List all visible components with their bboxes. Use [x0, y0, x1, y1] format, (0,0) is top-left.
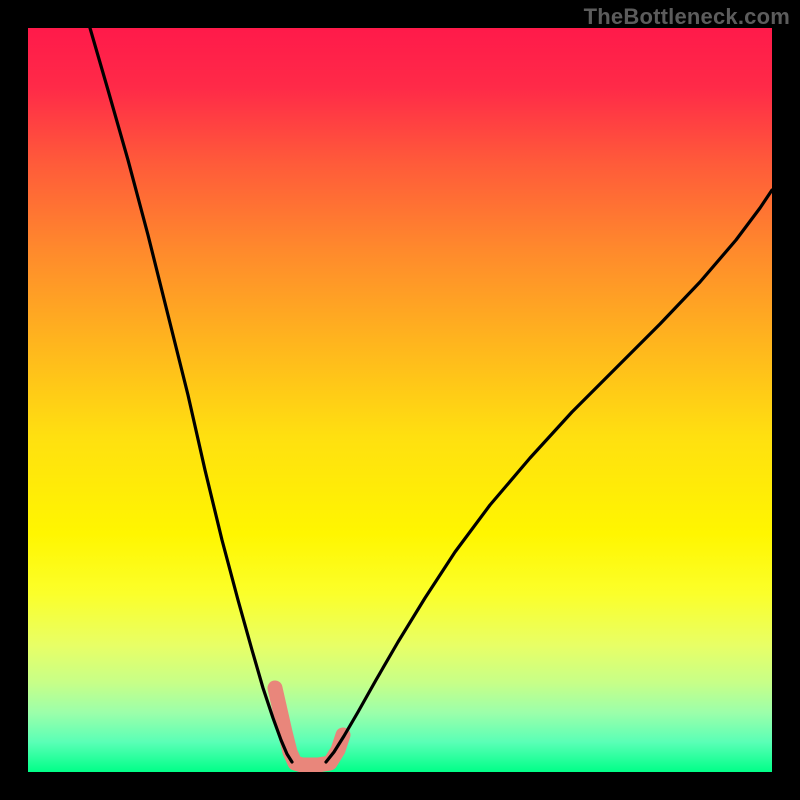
chart-stage: TheBottleneck.com [0, 0, 800, 800]
bottleneck-curve-chart [0, 0, 800, 800]
watermark-text: TheBottleneck.com [584, 4, 790, 30]
plot-area [28, 28, 772, 772]
